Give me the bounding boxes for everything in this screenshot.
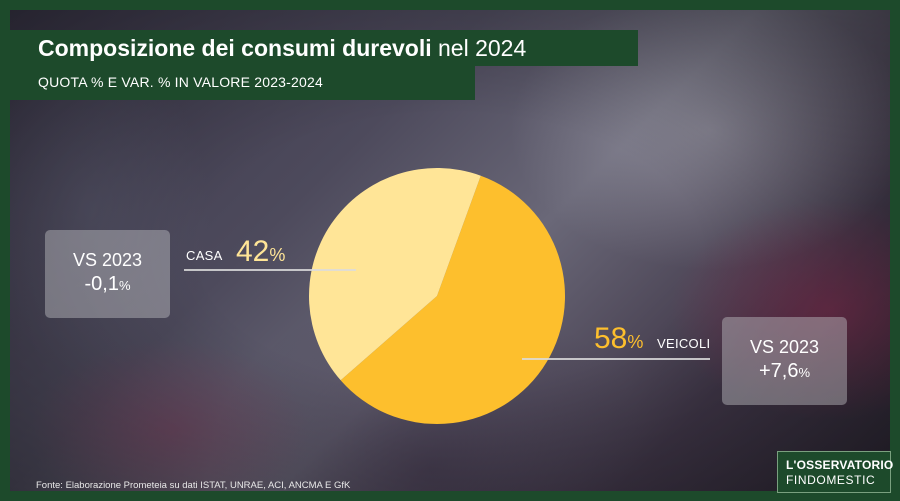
veicoli-comparison-value: +7,6% [722, 360, 847, 383]
casa-share-unit: % [269, 245, 286, 265]
logo-line-1: L'OSSERVATORIO [786, 458, 894, 472]
casa-share-number: 42 [236, 235, 270, 268]
veicoli-share-unit: % [627, 332, 644, 352]
title-bold: Composizione dei consumi durevoli [38, 35, 432, 61]
title-banner [10, 30, 638, 66]
casa-comparison-unit: % [118, 278, 131, 293]
casa-comparison-number: -0,1 [84, 273, 119, 295]
title-regular: nel 2024 [438, 35, 527, 61]
veicoli-share-number: 58 [594, 322, 628, 355]
veicoli-leader-line [522, 358, 710, 360]
subtitle-banner [10, 66, 475, 100]
casa-category-label: CASA [186, 248, 223, 263]
veicoli-comparison-label: VS 2023 [749, 337, 820, 357]
logo-line-2: FINDOMESTIC [786, 473, 876, 487]
casa-comparison-label: VS 2023 [72, 250, 143, 270]
veicoli-comparison-box: VS 2023 +7,6% [722, 317, 847, 405]
brand-logo: L'OSSERVATORIO FINDOMESTIC [777, 451, 894, 493]
veicoli-comparison-number: +7,6 [758, 360, 799, 382]
veicoli-share-label: 58% [594, 322, 643, 356]
chart-title: Composizione dei consumi durevoli nel 20… [38, 35, 526, 62]
casa-share-label: 42% [236, 235, 285, 269]
source-note: Fonte: Elaborazione Prometeia su dati IS… [36, 480, 351, 491]
chart-subtitle: QUOTA % E VAR. % IN VALORE 2023-2024 [38, 74, 323, 90]
veicoli-category-label: VEICOLI [657, 336, 711, 351]
pie-slice-veicoli [340, 175, 565, 425]
veicoli-comparison-unit: % [798, 365, 811, 380]
casa-comparison-box: VS 2023 -0,1% [45, 230, 170, 318]
casa-leader-line [184, 269, 356, 271]
casa-comparison-value: -0,1% [45, 273, 170, 296]
pie-slice-casa [309, 168, 481, 381]
